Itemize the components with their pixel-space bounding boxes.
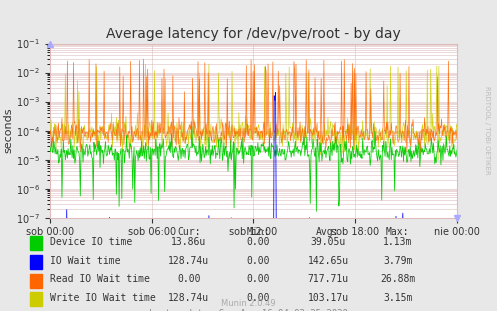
Text: 103.17u: 103.17u (308, 293, 348, 303)
Text: 0.00: 0.00 (177, 274, 201, 284)
Text: Min:: Min: (247, 227, 270, 237)
Text: Read IO Wait time: Read IO Wait time (50, 274, 150, 284)
Bar (30, 274, 42, 288)
Text: Write IO Wait time: Write IO Wait time (50, 293, 156, 303)
Text: 1.13m: 1.13m (383, 237, 413, 247)
Text: Cur:: Cur: (177, 227, 201, 237)
Text: 128.74u: 128.74u (168, 256, 209, 266)
Text: 39.05u: 39.05u (311, 237, 345, 247)
Text: 0.00: 0.00 (247, 274, 270, 284)
Text: 0.00: 0.00 (247, 237, 270, 247)
Bar (30, 292, 42, 306)
Text: 128.74u: 128.74u (168, 293, 209, 303)
Y-axis label: seconds: seconds (3, 108, 13, 153)
Text: 26.88m: 26.88m (380, 274, 415, 284)
Text: Munin 2.0.49: Munin 2.0.49 (221, 299, 276, 308)
Text: RRDTOOL / TOBI OETIKER: RRDTOOL / TOBI OETIKER (484, 86, 490, 175)
Text: Avg:: Avg: (316, 227, 340, 237)
Text: 142.65u: 142.65u (308, 256, 348, 266)
Text: 0.00: 0.00 (247, 256, 270, 266)
Text: Last update: Sun Aug 16 04:02:25 2020: Last update: Sun Aug 16 04:02:25 2020 (149, 309, 348, 311)
Text: IO Wait time: IO Wait time (50, 256, 120, 266)
Text: 717.71u: 717.71u (308, 274, 348, 284)
Text: 13.86u: 13.86u (171, 237, 206, 247)
Title: Average latency for /dev/pve/root - by day: Average latency for /dev/pve/root - by d… (106, 27, 401, 41)
Text: 3.15m: 3.15m (383, 293, 413, 303)
Text: Device IO time: Device IO time (50, 237, 132, 247)
Bar (30, 236, 42, 250)
Text: Max:: Max: (386, 227, 410, 237)
Text: 3.79m: 3.79m (383, 256, 413, 266)
Text: 0.00: 0.00 (247, 293, 270, 303)
Bar (30, 255, 42, 269)
